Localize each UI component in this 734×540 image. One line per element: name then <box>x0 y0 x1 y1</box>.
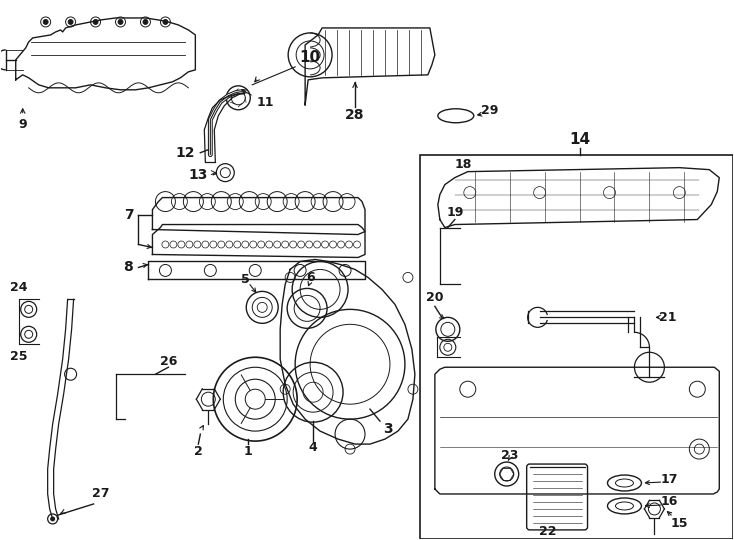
Circle shape <box>143 19 148 24</box>
Text: 18: 18 <box>454 158 471 171</box>
Text: 3: 3 <box>383 422 393 436</box>
Text: 5: 5 <box>241 273 250 286</box>
Text: 9: 9 <box>18 109 27 131</box>
Circle shape <box>118 19 123 24</box>
Text: 29: 29 <box>481 104 498 117</box>
Text: 14: 14 <box>569 132 590 147</box>
Text: 25: 25 <box>10 350 27 363</box>
Circle shape <box>68 19 73 24</box>
Text: 17: 17 <box>661 472 678 485</box>
Text: 16: 16 <box>661 496 678 509</box>
Text: 22: 22 <box>539 525 556 538</box>
Text: 10: 10 <box>299 50 321 65</box>
Text: 26: 26 <box>160 355 177 368</box>
Text: 23: 23 <box>501 449 518 462</box>
Text: 6: 6 <box>306 271 314 284</box>
Bar <box>420 154 733 539</box>
Text: 20: 20 <box>426 291 443 304</box>
Text: 1: 1 <box>244 444 252 457</box>
Text: 7: 7 <box>123 207 134 221</box>
Circle shape <box>163 19 168 24</box>
Text: 11: 11 <box>241 90 274 109</box>
Text: 21: 21 <box>658 311 676 324</box>
Circle shape <box>43 19 48 24</box>
Text: 2: 2 <box>194 444 203 457</box>
Circle shape <box>93 19 98 24</box>
Text: 27: 27 <box>92 488 109 501</box>
Text: 24: 24 <box>10 281 27 294</box>
Text: 28: 28 <box>345 108 365 122</box>
Text: 4: 4 <box>309 441 318 454</box>
Circle shape <box>51 517 54 521</box>
Text: 12: 12 <box>175 146 195 160</box>
Text: 8: 8 <box>123 260 134 274</box>
Text: 19: 19 <box>446 206 463 219</box>
Text: 15: 15 <box>671 517 688 530</box>
Text: 13: 13 <box>189 167 208 181</box>
